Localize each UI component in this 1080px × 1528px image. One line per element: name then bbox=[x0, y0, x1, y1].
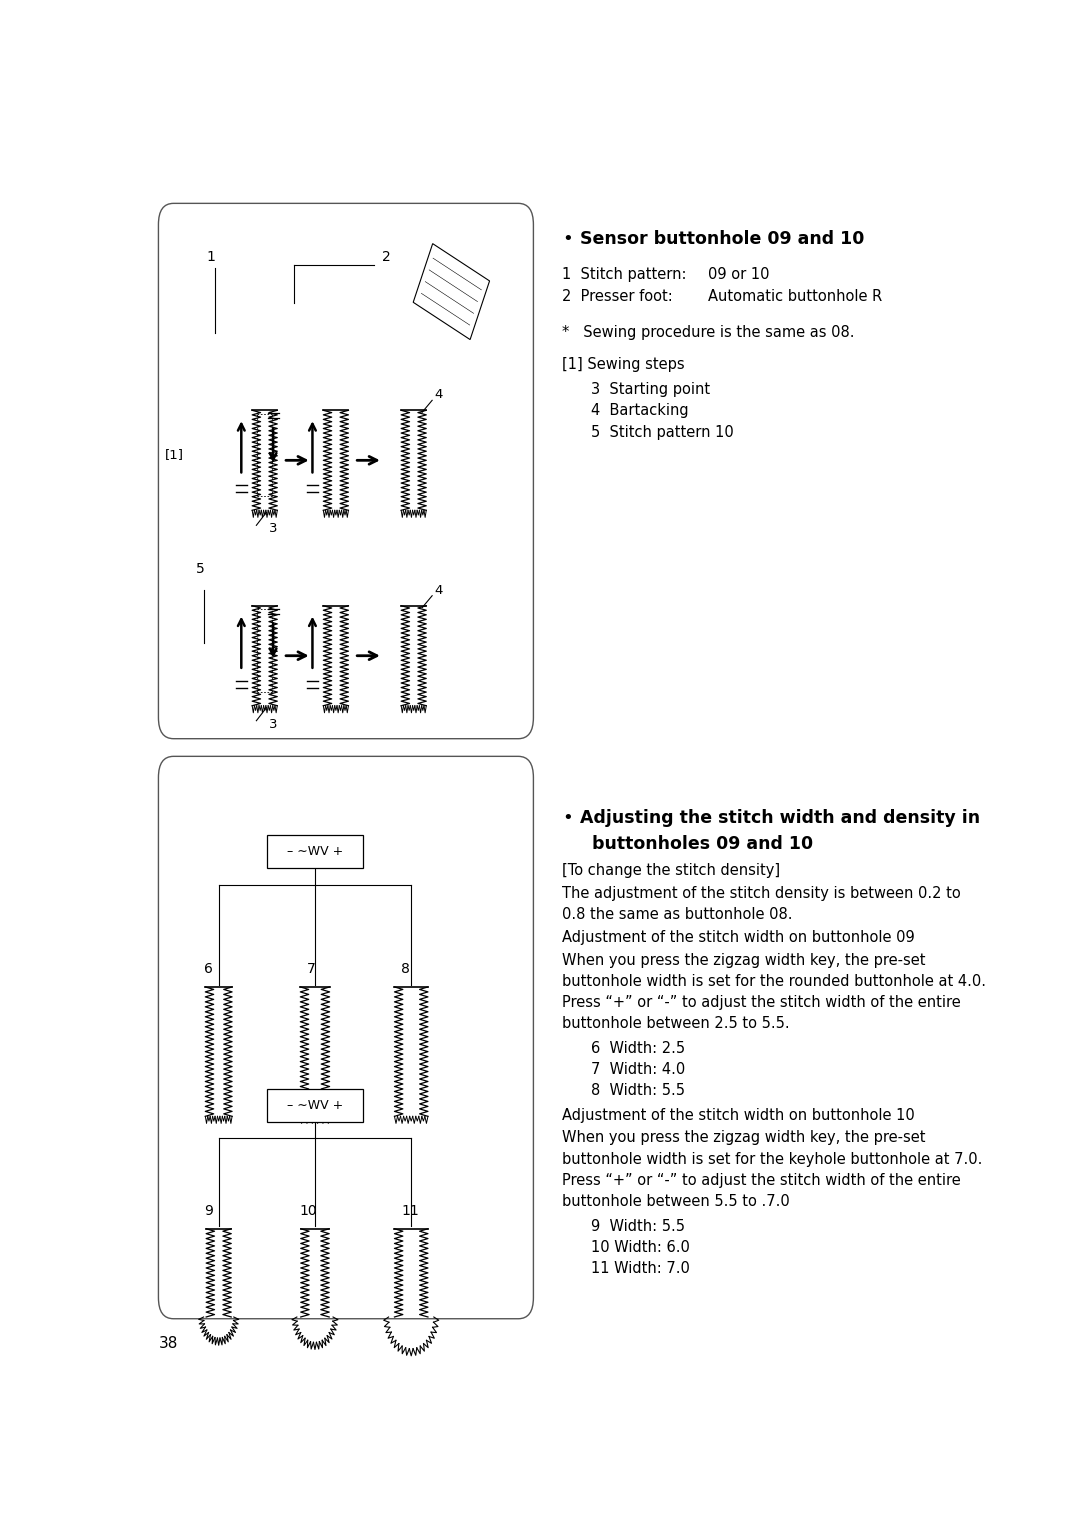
Text: buttonhole width is set for the rounded buttonhole at 4.0.: buttonhole width is set for the rounded … bbox=[562, 973, 986, 989]
Text: 7: 7 bbox=[307, 961, 315, 976]
Text: 1: 1 bbox=[206, 251, 215, 264]
Bar bbox=[267, 836, 363, 868]
Text: When you press the zigzag width key, the pre-set: When you press the zigzag width key, the… bbox=[562, 953, 926, 967]
Text: 8: 8 bbox=[401, 961, 410, 976]
Text: buttonholes 09 and 10: buttonholes 09 and 10 bbox=[580, 836, 813, 853]
Text: Press “+” or “-” to adjust the stitch width of the entire: Press “+” or “-” to adjust the stitch wi… bbox=[562, 1174, 960, 1187]
Text: 09 or 10: 09 or 10 bbox=[708, 267, 770, 281]
Text: buttonhole between 2.5 to 5.5.: buttonhole between 2.5 to 5.5. bbox=[562, 1016, 789, 1031]
Text: 7  Width: 4.0: 7 Width: 4.0 bbox=[591, 1062, 686, 1077]
Text: – ∼WV +: – ∼WV + bbox=[287, 845, 343, 859]
Text: 0.8 the same as buttonhole 08.: 0.8 the same as buttonhole 08. bbox=[562, 908, 793, 921]
Text: 11 Width: 7.0: 11 Width: 7.0 bbox=[591, 1261, 690, 1276]
Text: buttonhole between 5.5 to .7.0: buttonhole between 5.5 to .7.0 bbox=[562, 1193, 789, 1209]
Text: Sensor buttonhole 09 and 10: Sensor buttonhole 09 and 10 bbox=[580, 231, 865, 249]
Text: 3: 3 bbox=[269, 523, 278, 535]
Text: 10 Width: 6.0: 10 Width: 6.0 bbox=[591, 1239, 690, 1254]
Text: 4: 4 bbox=[434, 584, 443, 597]
Text: 4: 4 bbox=[434, 388, 443, 402]
Text: Adjusting the stitch width and density in: Adjusting the stitch width and density i… bbox=[580, 810, 981, 827]
Text: 6  Width: 2.5: 6 Width: 2.5 bbox=[591, 1041, 686, 1056]
Text: The adjustment of the stitch density is between 0.2 to: The adjustment of the stitch density is … bbox=[562, 886, 960, 902]
Text: buttonhole width is set for the keyhole buttonhole at 7.0.: buttonhole width is set for the keyhole … bbox=[562, 1152, 982, 1167]
Text: 4  Bartacking: 4 Bartacking bbox=[591, 403, 689, 419]
Text: 2: 2 bbox=[382, 251, 391, 264]
Bar bbox=[267, 1088, 363, 1122]
Text: Press “+” or “-” to adjust the stitch width of the entire: Press “+” or “-” to adjust the stitch wi… bbox=[562, 995, 960, 1010]
Text: 2  Presser foot:: 2 Presser foot: bbox=[562, 289, 673, 304]
Text: •: • bbox=[562, 810, 572, 827]
Text: – ∼WV +: – ∼WV + bbox=[287, 1099, 343, 1111]
Text: 3  Starting point: 3 Starting point bbox=[591, 382, 711, 397]
Text: 5  Stitch pattern 10: 5 Stitch pattern 10 bbox=[591, 425, 734, 440]
Text: 8  Width: 5.5: 8 Width: 5.5 bbox=[591, 1083, 685, 1099]
Text: [To change the stitch density]: [To change the stitch density] bbox=[562, 863, 780, 879]
Text: Adjustment of the stitch width on buttonhole 09: Adjustment of the stitch width on button… bbox=[562, 931, 915, 946]
Text: 11: 11 bbox=[401, 1204, 419, 1218]
FancyBboxPatch shape bbox=[159, 756, 534, 1319]
Text: [1]: [1] bbox=[165, 448, 184, 461]
Text: 6: 6 bbox=[204, 961, 213, 976]
Text: Automatic buttonhole R: Automatic buttonhole R bbox=[708, 289, 882, 304]
Text: *   Sewing procedure is the same as 08.: * Sewing procedure is the same as 08. bbox=[562, 324, 854, 339]
Text: 5: 5 bbox=[197, 562, 205, 576]
Text: When you press the zigzag width key, the pre-set: When you press the zigzag width key, the… bbox=[562, 1131, 926, 1146]
Text: 9: 9 bbox=[204, 1204, 213, 1218]
Text: 10: 10 bbox=[300, 1204, 318, 1218]
Text: 9  Width: 5.5: 9 Width: 5.5 bbox=[591, 1219, 685, 1233]
Text: •: • bbox=[562, 231, 572, 249]
Text: [1] Sewing steps: [1] Sewing steps bbox=[562, 358, 685, 373]
Text: 1  Stitch pattern:: 1 Stitch pattern: bbox=[562, 267, 687, 281]
FancyBboxPatch shape bbox=[159, 203, 534, 738]
Text: 38: 38 bbox=[159, 1337, 178, 1351]
Text: Adjustment of the stitch width on buttonhole 10: Adjustment of the stitch width on button… bbox=[562, 1108, 915, 1123]
Text: 3: 3 bbox=[269, 718, 278, 730]
